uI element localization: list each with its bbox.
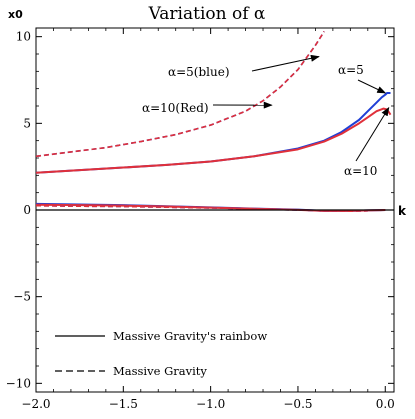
- annotation-label: α=5: [338, 63, 364, 77]
- y-tick-label: −10: [6, 376, 31, 390]
- legend: Massive Gravity's rainbow Massive Gravit…: [55, 329, 267, 378]
- axis-ticks: −2.0 −1.5 −1.0 −0.5 0.0 −10 −5 0 5 10: [6, 28, 395, 411]
- x-tick-label: −2.0: [21, 397, 50, 411]
- legend-label-rainbow: Massive Gravity's rainbow: [113, 329, 267, 343]
- series-line: [36, 31, 324, 156]
- y-axis-label: x0: [8, 8, 23, 21]
- y-tick-label: 5: [23, 116, 31, 130]
- x-tick-label: −0.5: [283, 397, 312, 411]
- x-tick-label: 0.0: [376, 397, 395, 411]
- series-line: [36, 109, 391, 173]
- y-tick-label: 10: [16, 30, 31, 44]
- annotation-arrow: [358, 80, 385, 93]
- annotation-arrow: [252, 57, 319, 71]
- x-tick-label: −1.0: [196, 397, 225, 411]
- y-tick-label: 0: [23, 203, 31, 217]
- annotation-arrow: [356, 108, 389, 161]
- series-line: [36, 31, 324, 156]
- x-axis-label: k: [398, 204, 407, 218]
- x-tick-label: −1.5: [109, 397, 138, 411]
- annotation-label: α=10(Red): [142, 101, 209, 115]
- annotation-layer: α=5(blue) α=10(Red) α=5 α=10: [142, 57, 389, 178]
- y-tick-label: −5: [13, 290, 31, 304]
- chart-title: Variation of α: [148, 4, 266, 24]
- legend-label-massive-gravity: Massive Gravity: [113, 364, 207, 378]
- annotation-label: α=5(blue): [168, 65, 230, 79]
- annotation-label: α=10: [344, 164, 377, 178]
- series-layer: [36, 31, 391, 211]
